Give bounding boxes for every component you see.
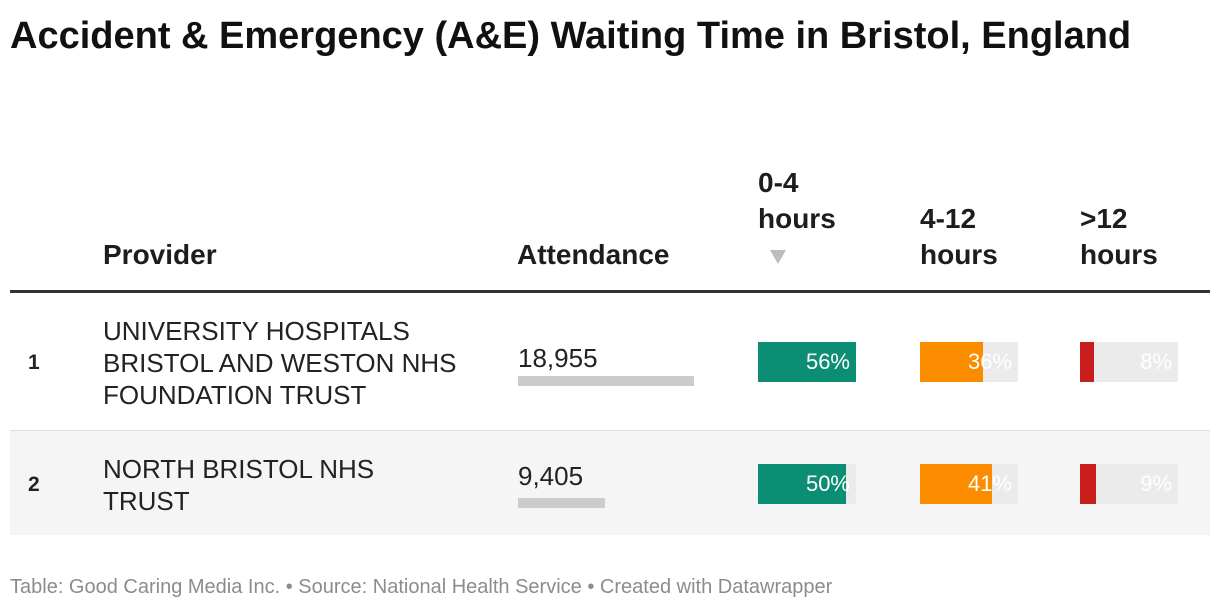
header-0-4-line1: 0-4 [758,167,799,198]
row-provider: UNIVERSITY HOSPITALS BRISTOL AND WESTON … [103,316,457,410]
footer-source: Source: National Health Service [298,576,582,598]
bar-12-plus-hours [1080,464,1096,504]
row-attendance-value: 18,955 [518,343,598,373]
footer-table-credit: Table: Good Caring Media Inc. [10,576,281,598]
header-0-4-line2: hours [758,203,836,234]
bar-12-plus-hours [1080,342,1094,382]
footer-separator: • [587,576,595,598]
label-0-4-hours: 50% [805,471,850,496]
label-4-12-hours: 36% [967,349,1012,374]
footer-datawrapper-link[interactable]: Created with Datawrapper [599,576,833,598]
label-12-plus-hours: 9% [1140,471,1172,496]
header-4-12-line2: hours [920,239,998,270]
label-12-plus-hours: 8% [1140,349,1172,374]
cell-12-plus-hours: 9% [1080,464,1178,504]
row-rank: 1 [28,351,40,374]
cell-0-4-hours: 50% [758,464,856,504]
table-row: 1 UNIVERSITY HOSPITALS BRISTOL AND WESTO… [10,293,1210,431]
attendance-bar [518,498,606,508]
header-12-plus-hours[interactable]: >12 hours [1080,201,1158,273]
header-divider [10,290,1210,293]
table-row: 2 NORTH BRISTOL NHS TRUST 9,405 50% 41% … [10,431,1210,535]
header-12-plus-line2: hours [1080,239,1158,270]
chart-title: Accident & Emergency (A&E) Waiting Time … [10,15,1132,57]
bar-0-4-hours [758,342,856,382]
row-rank: 2 [28,473,40,496]
label-0-4-hours: 56% [805,349,850,374]
header-0-4-hours[interactable]: 0-4 hours [758,165,836,237]
bar-4-12-hours [920,464,992,504]
header-4-12-hours[interactable]: 4-12 hours [920,201,998,273]
cell-4-12-hours: 41% [920,464,1018,504]
footer-credits: Table: Good Caring Media Inc. • Source: … [10,576,832,599]
sort-descending-icon[interactable] [770,250,786,264]
row-provider: NORTH BRISTOL NHS TRUST [103,454,375,516]
bar-4-12-hours [920,342,983,382]
cell-4-12-hours: 36% [920,342,1018,382]
footer-separator: • [285,576,293,598]
label-4-12-hours: 41% [967,471,1012,496]
cell-12-plus-hours: 8% [1080,342,1178,382]
header-4-12-line1: 4-12 [920,203,977,234]
attendance-bar [518,376,694,386]
bar-0-4-hours [758,464,846,504]
cell-0-4-hours: 56% [758,342,856,382]
header-12-plus-line1: >12 [1080,203,1128,234]
row-attendance-value: 9,405 [518,461,584,491]
header-provider[interactable]: Provider [103,239,217,270]
header-attendance[interactable]: Attendance [517,239,670,270]
